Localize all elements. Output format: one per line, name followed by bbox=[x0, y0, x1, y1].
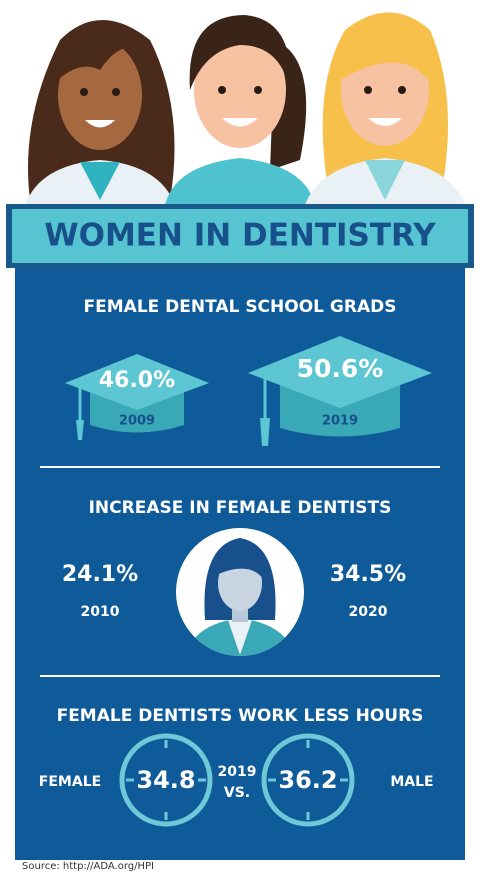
stat-year: 2019 bbox=[322, 414, 358, 429]
grad-cap bbox=[248, 336, 432, 446]
stat-value: 36.2 bbox=[278, 766, 337, 794]
stat-value: 50.6% bbox=[297, 354, 384, 383]
avatar bbox=[176, 528, 304, 656]
comparison-text: VS. bbox=[224, 785, 250, 801]
illustration bbox=[25, 12, 465, 205]
section-heading: INCREASE IN FEMALE DENTISTS bbox=[89, 498, 392, 518]
clock bbox=[261, 733, 355, 827]
section-heading: FEMALE DENTAL SCHOOL GRADS bbox=[84, 297, 397, 317]
stat-value: 24.1% bbox=[62, 562, 138, 587]
banner bbox=[12, 209, 468, 263]
stat-label: MALE bbox=[390, 774, 433, 790]
section-heading: FEMALE DENTISTS WORK LESS HOURS bbox=[57, 706, 424, 726]
title: WOMEN IN DENTISTRY bbox=[44, 218, 436, 254]
stat-year: 2020 bbox=[349, 604, 388, 620]
source: Source: http://ADA.org/HPI bbox=[22, 861, 154, 872]
stat-label: FEMALE bbox=[39, 774, 101, 790]
stat-year: 2010 bbox=[81, 604, 120, 620]
stat-value: 34.5% bbox=[330, 562, 406, 587]
comparison-year: 2019 bbox=[218, 764, 257, 780]
grad-cap bbox=[65, 354, 209, 440]
stat-value: 46.0% bbox=[99, 368, 175, 393]
clock bbox=[119, 733, 213, 827]
stat-year: 2009 bbox=[119, 414, 155, 429]
stat-value: 34.8 bbox=[136, 766, 195, 794]
